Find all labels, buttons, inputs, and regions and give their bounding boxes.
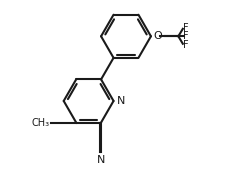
Text: F: F: [183, 40, 189, 50]
Text: O: O: [153, 31, 162, 41]
Text: F: F: [183, 23, 189, 33]
Text: N: N: [97, 155, 105, 165]
Text: CH₃: CH₃: [31, 118, 49, 128]
Text: N: N: [116, 96, 125, 106]
Text: F: F: [183, 31, 189, 41]
